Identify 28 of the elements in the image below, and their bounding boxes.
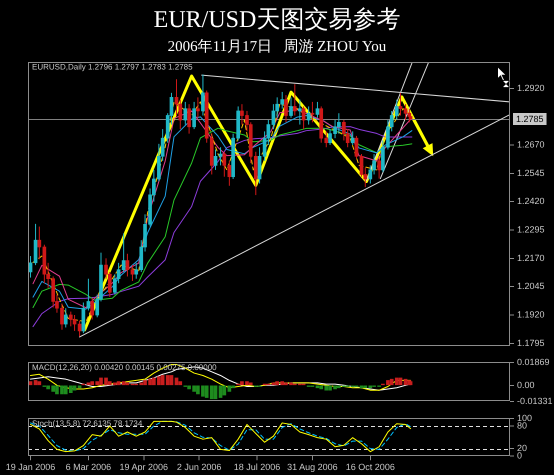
y-tick-label: 1.2295 <box>517 224 545 234</box>
y-tick-label: 1.2545 <box>517 168 545 178</box>
x-tick-label: 16 Oct 2006 <box>346 462 395 472</box>
y-tick-label: 0.01869 <box>517 356 550 367</box>
y-tick-label: 1.2920 <box>517 82 545 93</box>
y-tick-label: 20 <box>517 443 528 454</box>
y-tick-label: 1.1795 <box>517 338 545 348</box>
y-tick-label: -0.01331 <box>517 396 553 406</box>
x-tick-label: 19 Jan 2006 <box>6 462 56 472</box>
chart-subtitle: 2006年11月17日 周游 ZHOU You <box>166 38 388 56</box>
y-tick-label: 1.2045 <box>517 281 545 292</box>
chart-title: EUR/USD天图交易参考 <box>152 6 402 34</box>
y-tick-label: 80 <box>517 420 528 430</box>
annotation: Stoch(13,5,8) 72.6135 78.1734 <box>32 419 143 428</box>
x-tick-label: 2 Jun 2006 <box>176 462 222 472</box>
y-tick-label: 0 <box>517 450 522 461</box>
x-tick-label: 19 Apr 2006 <box>120 462 168 472</box>
ref-line-label: 1.2785 <box>516 114 544 124</box>
y-tick-label: 1.2420 <box>517 196 545 206</box>
y-tick-label: 1.2170 <box>517 252 545 263</box>
y-tick-label: 1.2670 <box>517 139 545 150</box>
annotation: EURUSD,Daily 1.2796 1.2797 1.2783 1.2785 <box>32 62 194 72</box>
y-tick-label: 1.1920 <box>517 309 545 320</box>
x-tick-label: 6 Mar 2006 <box>66 462 112 472</box>
y-tick-label: 100 <box>517 412 532 423</box>
y-tick-label: 0.00 <box>517 380 535 390</box>
x-tick-label: 31 Aug 2006 <box>287 462 338 472</box>
x-tick-label: 18 Jul 2006 <box>234 462 280 472</box>
